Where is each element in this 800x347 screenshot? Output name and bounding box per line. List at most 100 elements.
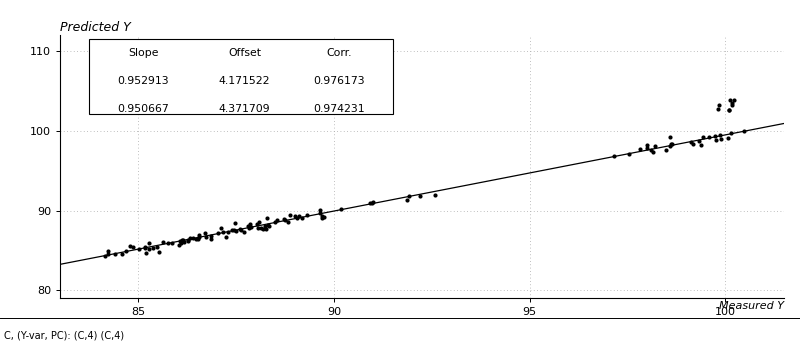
Point	[230, 228, 242, 234]
Point	[138, 244, 151, 249]
Text: Measured Y: Measured Y	[719, 301, 784, 311]
Point	[664, 134, 677, 139]
Text: Predicted Y: Predicted Y	[60, 20, 130, 34]
Point	[366, 199, 379, 205]
Point	[722, 136, 734, 141]
Text: 0.976173: 0.976173	[313, 76, 365, 86]
Point	[295, 215, 308, 221]
Point	[282, 220, 294, 225]
Point	[270, 217, 283, 223]
Point	[157, 239, 170, 245]
Point	[178, 239, 191, 245]
Point	[242, 225, 255, 231]
Point	[278, 218, 291, 223]
Point	[641, 143, 654, 148]
Point	[429, 192, 442, 197]
Point	[254, 226, 267, 231]
Point	[166, 240, 179, 246]
Point	[184, 235, 197, 240]
Point	[126, 245, 139, 250]
Point	[623, 151, 636, 156]
Point	[263, 223, 276, 229]
Point	[242, 223, 254, 228]
Point	[314, 210, 326, 216]
Point	[289, 213, 302, 219]
Point	[649, 144, 662, 149]
Point	[727, 98, 740, 103]
Point	[173, 243, 186, 248]
Point	[259, 226, 272, 231]
Point	[694, 142, 707, 147]
Point	[660, 147, 673, 153]
Point	[198, 231, 211, 236]
Point	[226, 227, 238, 232]
Point	[256, 226, 269, 232]
Point	[713, 102, 726, 108]
Point	[685, 139, 698, 145]
Point	[219, 235, 232, 240]
Point	[205, 233, 218, 238]
Point	[401, 198, 414, 203]
Point	[709, 134, 722, 139]
Point	[722, 107, 735, 113]
Point	[316, 213, 329, 218]
Point	[666, 141, 678, 146]
Point	[293, 213, 306, 219]
Point	[665, 141, 678, 147]
Point	[142, 246, 155, 251]
Point	[139, 251, 152, 256]
Point	[199, 234, 212, 240]
Text: Corr.: Corr.	[326, 48, 351, 58]
Point	[161, 240, 174, 246]
Point	[633, 146, 646, 152]
Point	[714, 132, 726, 137]
Point	[284, 212, 297, 218]
Point	[262, 222, 274, 228]
Point	[142, 240, 155, 246]
Point	[182, 238, 194, 243]
Text: C, (Y-var, PC): (C,4) (C,4): C, (Y-var, PC): (C,4) (C,4)	[4, 330, 124, 340]
Point	[211, 230, 224, 236]
Point	[714, 137, 727, 142]
Point	[711, 106, 724, 112]
Point	[221, 229, 234, 234]
Point	[703, 135, 716, 140]
Point	[726, 100, 738, 105]
Point	[214, 225, 227, 230]
Point	[119, 248, 132, 253]
Point	[301, 213, 314, 218]
Text: Offset: Offset	[228, 48, 261, 58]
Point	[251, 221, 264, 227]
Point	[153, 249, 166, 255]
Point	[102, 251, 114, 257]
Point	[217, 229, 230, 235]
Point	[663, 144, 676, 149]
Point	[364, 201, 377, 206]
Point	[147, 246, 160, 251]
Point	[227, 227, 240, 233]
Point	[108, 251, 121, 257]
Text: 4.171522: 4.171522	[219, 76, 270, 86]
Point	[314, 207, 327, 213]
Point	[176, 237, 189, 243]
Point	[696, 134, 709, 139]
Point	[252, 226, 265, 231]
Point	[234, 227, 246, 232]
Text: 0.950667: 0.950667	[118, 103, 169, 113]
Point	[102, 248, 114, 254]
Point	[291, 215, 304, 220]
Point	[335, 206, 348, 212]
Point	[234, 227, 247, 232]
Point	[193, 232, 206, 238]
Point	[252, 219, 265, 225]
Point	[366, 200, 378, 205]
Point	[278, 217, 290, 222]
Point	[124, 244, 137, 249]
Point	[710, 137, 722, 142]
Point	[174, 238, 186, 244]
Point	[646, 149, 659, 154]
Point	[641, 145, 654, 151]
Point	[150, 244, 163, 250]
Point	[205, 236, 218, 242]
Point	[244, 225, 257, 230]
